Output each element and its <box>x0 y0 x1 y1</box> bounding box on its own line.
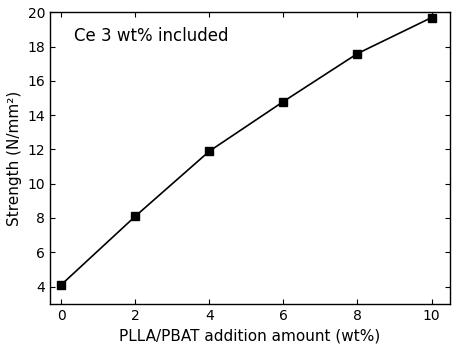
X-axis label: PLLA/PBAT addition amount (wt%): PLLA/PBAT addition amount (wt%) <box>119 328 381 343</box>
Text: Ce 3 wt% included: Ce 3 wt% included <box>74 27 228 45</box>
Y-axis label: Strength (N/mm²): Strength (N/mm²) <box>7 90 22 226</box>
